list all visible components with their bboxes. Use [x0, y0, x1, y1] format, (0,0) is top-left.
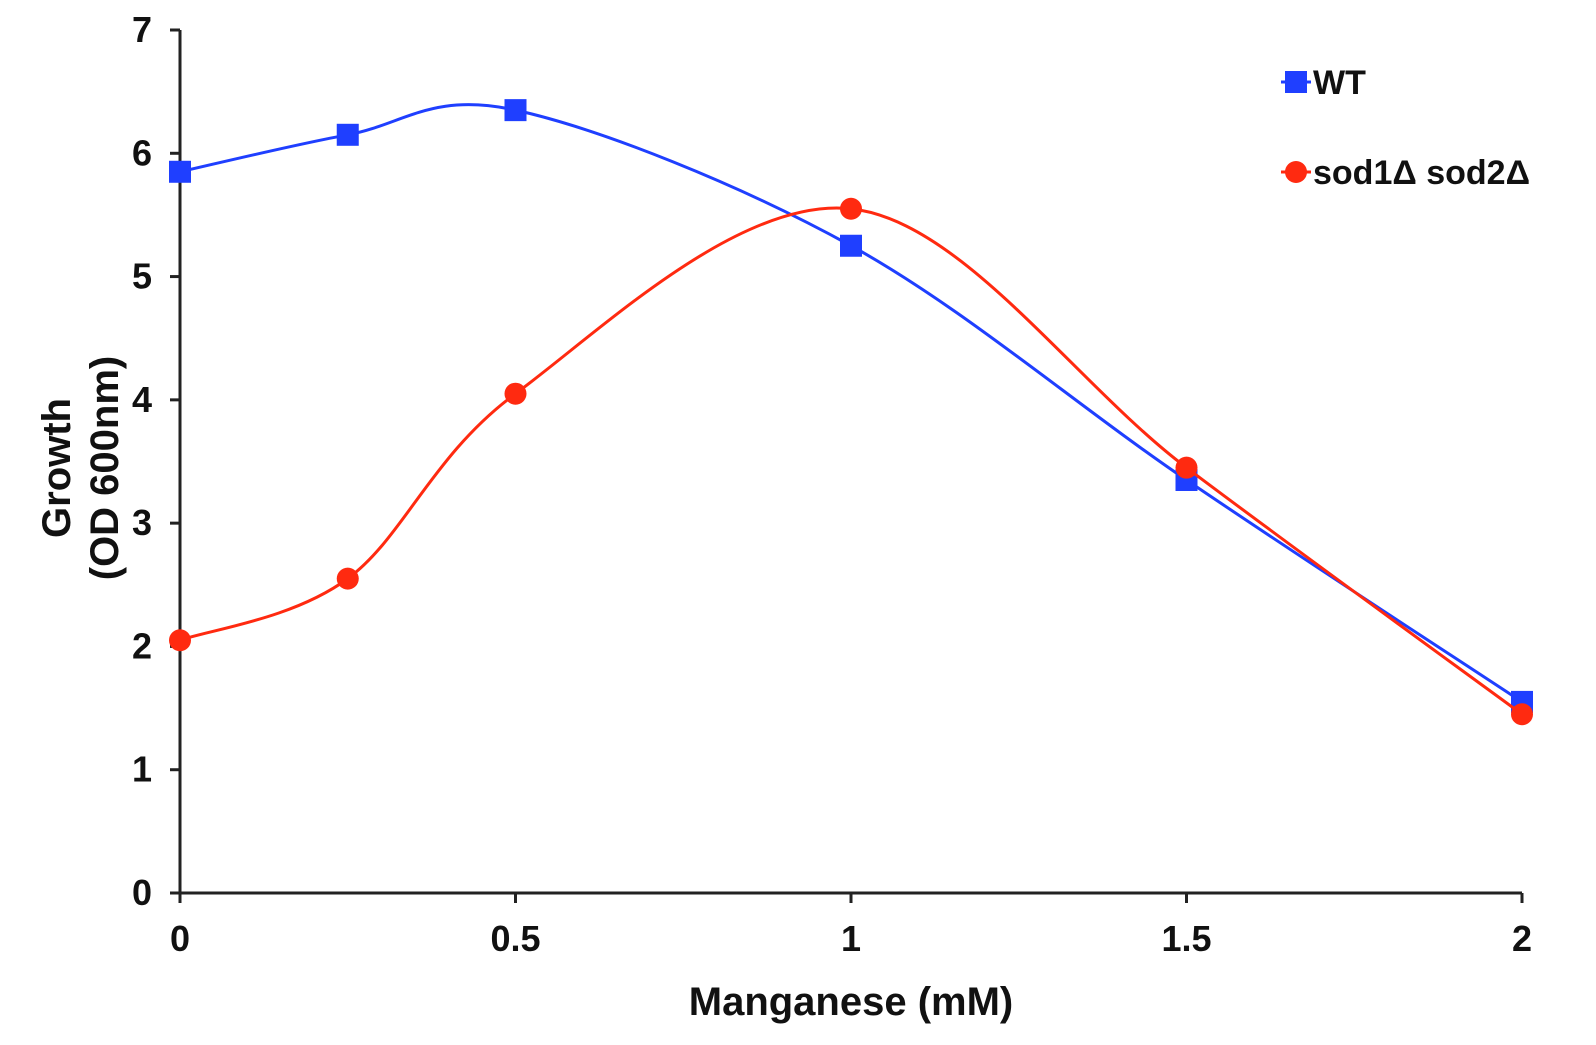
y-tick-label: 3 — [132, 502, 152, 543]
legend-entry: sod1Δ sod2Δ — [1281, 154, 1530, 192]
y-tick-label: 2 — [132, 625, 152, 666]
data-point — [336, 567, 359, 590]
series-line — [179, 206, 1523, 716]
y-tick-label: 6 — [132, 132, 152, 173]
legend-marker — [1285, 71, 1307, 93]
x-tick-label: 0 — [170, 918, 190, 959]
y-ticks: 0 1 2 3 4 5 6 7 — [132, 9, 180, 913]
series-layer — [169, 99, 1533, 726]
data-point — [169, 629, 191, 652]
series-line — [179, 103, 1523, 704]
data-point — [840, 234, 862, 257]
x-tick-label: 0.5 — [490, 918, 540, 959]
legend-marker — [1285, 161, 1307, 183]
data-point — [840, 197, 862, 220]
x-tick-label: 1 — [841, 918, 861, 959]
plot-area: 0 1 2 3 4 5 6 7 0 0.5 1 1.5 2 — [132, 9, 1533, 959]
x-tick-label: 1.5 — [1161, 918, 1211, 959]
y-tick-label: 1 — [132, 749, 152, 790]
series-1 — [169, 197, 1533, 726]
legend: WT sod1Δ sod2Δ — [1281, 64, 1530, 192]
data-point — [169, 160, 191, 183]
series-0 — [169, 99, 1533, 713]
y-axis-title-line-1: Growth — [35, 398, 79, 538]
data-point — [1175, 456, 1198, 479]
y-axis-title-line-2: (OD 600nm) — [83, 356, 127, 581]
y-tick-label: 4 — [132, 379, 152, 420]
legend-entry: WT — [1281, 64, 1366, 102]
x-tick-label: 2 — [1512, 918, 1532, 959]
y-tick-label: 5 — [132, 256, 152, 297]
legend-label: sod1Δ sod2Δ — [1313, 154, 1530, 192]
legend-label: WT — [1313, 64, 1366, 102]
x-axis-title: Manganese (mM) — [689, 980, 1014, 1024]
y-tick-label: 7 — [132, 9, 152, 50]
data-point — [504, 382, 527, 405]
x-ticks: 0 0.5 1 1.5 2 — [170, 893, 1532, 959]
y-tick-label: 0 — [132, 872, 152, 913]
y-axis-title: Growth (OD 600nm) — [35, 356, 127, 581]
data-point — [336, 123, 359, 146]
data-point — [1511, 703, 1533, 726]
data-point — [504, 99, 527, 122]
